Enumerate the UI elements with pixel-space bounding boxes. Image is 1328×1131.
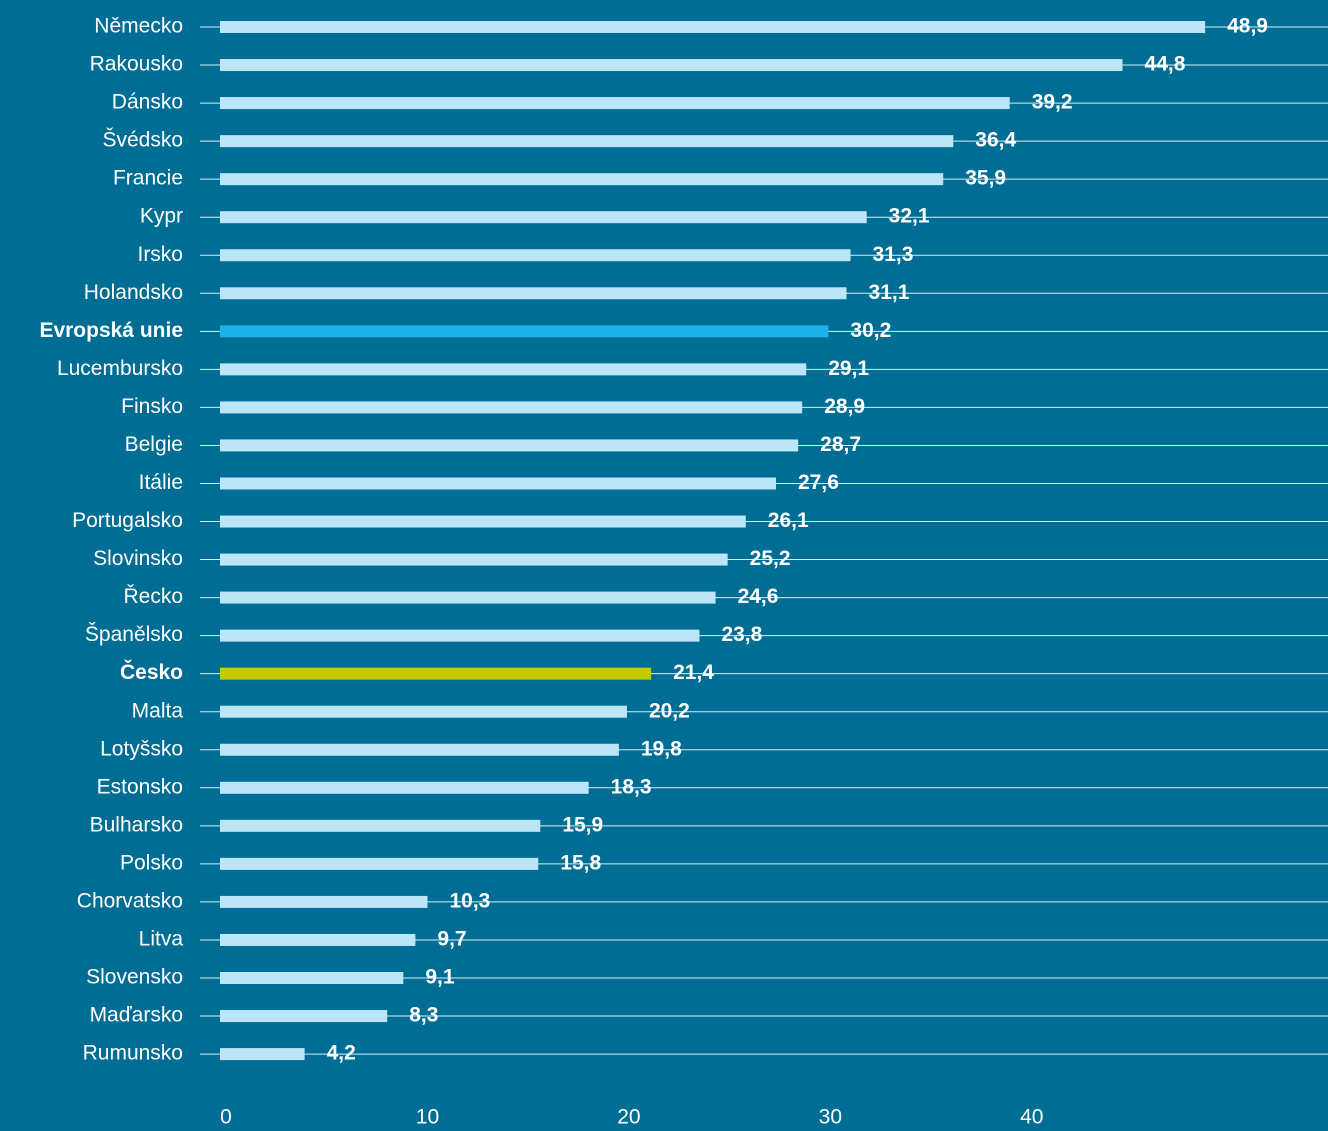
- bar: [220, 211, 867, 224]
- bar: [220, 933, 416, 946]
- bar: [220, 135, 954, 148]
- value-label: 32,1: [889, 205, 930, 228]
- value-label: 23,8: [721, 623, 762, 646]
- category-label: Španělsko: [85, 623, 183, 646]
- category-label: Evropská unie: [39, 319, 183, 342]
- bar: [220, 21, 1206, 33]
- category-label: Maďarsko: [90, 1004, 183, 1027]
- category-label: Lucembursko: [57, 357, 183, 380]
- bar: [220, 895, 428, 908]
- x-tick-label: 10: [416, 1106, 439, 1129]
- value-label: 31,1: [869, 281, 910, 304]
- value-label: 15,9: [562, 813, 603, 836]
- category-label: Portugalsko: [72, 509, 183, 532]
- bar: [220, 477, 777, 490]
- bar: [220, 97, 1010, 110]
- bar: [220, 591, 716, 604]
- category-label: Malta: [132, 699, 184, 722]
- bar: [220, 1010, 388, 1023]
- bar: [220, 515, 746, 528]
- value-label: 29,1: [828, 357, 869, 380]
- category-label: Finsko: [121, 395, 183, 418]
- value-label: 30,2: [850, 319, 891, 342]
- value-label: 18,3: [611, 775, 652, 798]
- value-label: 4,2: [327, 1042, 356, 1065]
- bar: [220, 439, 799, 452]
- value-label: 28,9: [824, 395, 865, 418]
- bar: [220, 743, 619, 756]
- category-label: Slovinsko: [93, 547, 183, 570]
- x-tick-label: 40: [1020, 1106, 1043, 1129]
- value-label: 20,2: [649, 699, 690, 722]
- value-label: 39,2: [1032, 91, 1073, 114]
- category-label: Irsko: [137, 243, 183, 266]
- category-label: Estonsko: [97, 775, 183, 798]
- value-label: 44,8: [1145, 53, 1186, 76]
- category-label: Francie: [113, 167, 183, 190]
- bar: [220, 781, 589, 794]
- category-label: Německo: [94, 15, 183, 38]
- bar: [220, 325, 829, 338]
- category-label: Dánsko: [112, 91, 183, 114]
- category-label: Lotyšsko: [100, 737, 183, 760]
- category-label: Slovensko: [86, 966, 183, 989]
- bar: [220, 667, 652, 680]
- bar: [220, 819, 541, 832]
- value-label: 9,7: [437, 928, 466, 951]
- category-label: Česko: [120, 660, 183, 684]
- category-label: Belgie: [125, 433, 183, 456]
- value-label: 8,3: [409, 1004, 438, 1027]
- bar: [220, 401, 803, 414]
- value-label: 9,1: [425, 966, 455, 989]
- category-label: Řecko: [123, 585, 183, 608]
- category-label: Chorvatsko: [77, 889, 183, 912]
- category-label: Kypr: [140, 205, 183, 228]
- value-label: 26,1: [768, 509, 809, 532]
- bar: [220, 972, 404, 984]
- value-label: 10,3: [449, 889, 490, 912]
- x-tick-label: 0: [220, 1106, 232, 1129]
- category-label: Polsko: [120, 851, 183, 874]
- bar: [220, 249, 851, 262]
- x-tick-label: 20: [617, 1106, 640, 1129]
- category-label: Rumunsko: [83, 1042, 183, 1065]
- category-label: Litva: [139, 928, 184, 951]
- bar: [220, 59, 1123, 72]
- category-label: Rakousko: [90, 53, 183, 76]
- value-label: 25,2: [750, 547, 791, 570]
- value-label: 36,4: [975, 129, 1016, 152]
- bar: [220, 705, 627, 718]
- bar: [220, 363, 807, 376]
- bar: [220, 173, 944, 186]
- bar: [220, 553, 728, 566]
- category-label: Švédsko: [102, 129, 183, 152]
- value-label: 35,9: [965, 167, 1006, 190]
- value-label: 31,3: [873, 243, 914, 266]
- bar: [220, 287, 847, 300]
- bar: [220, 629, 700, 642]
- category-label: Bulharsko: [90, 813, 183, 836]
- x-tick-label: 30: [819, 1106, 842, 1129]
- value-label: 15,8: [560, 851, 601, 874]
- value-label: 19,8: [641, 737, 682, 760]
- bar: [220, 1048, 305, 1061]
- value-label: 27,6: [798, 471, 839, 494]
- value-label: 28,7: [820, 433, 861, 456]
- value-label: 24,6: [738, 585, 779, 608]
- value-label: 48,9: [1227, 15, 1268, 38]
- category-label: Holandsko: [84, 281, 183, 304]
- category-label: Itálie: [139, 471, 183, 494]
- bar: [220, 857, 539, 870]
- value-label: 21,4: [673, 661, 714, 684]
